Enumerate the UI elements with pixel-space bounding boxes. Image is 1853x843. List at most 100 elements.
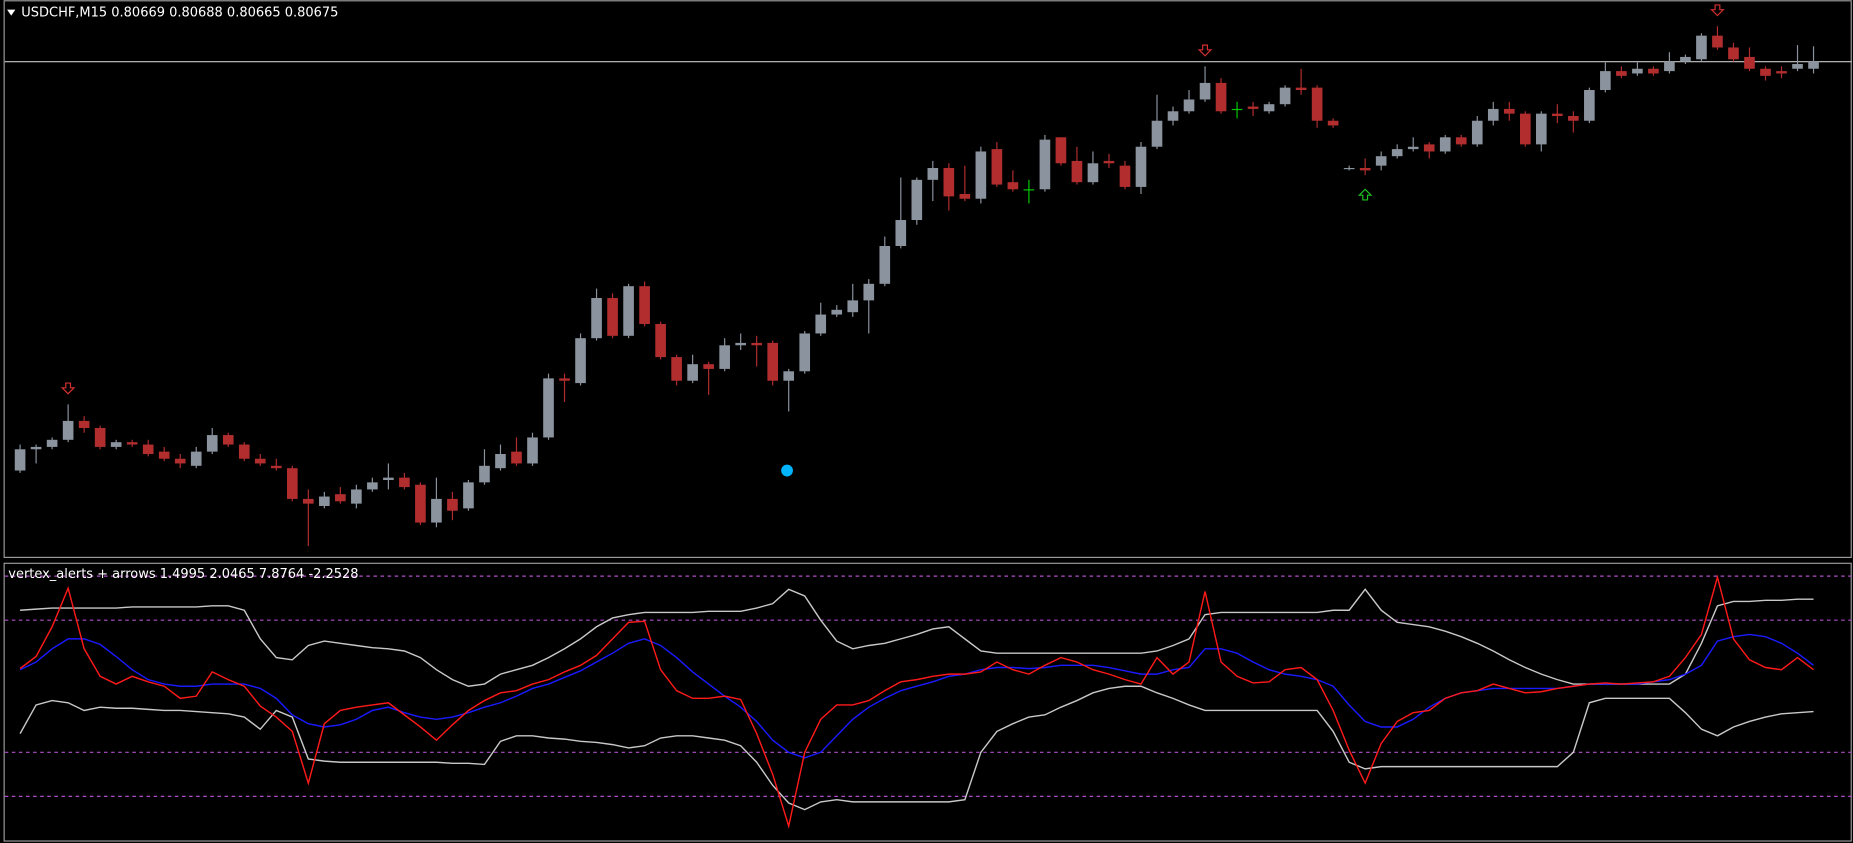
candle-body [639,286,650,325]
candle-body [1439,137,1451,152]
candle-body [1135,146,1147,187]
candle-body [1023,189,1035,191]
candle-body [1327,120,1339,126]
candle-body [1535,113,1547,145]
candle-body [607,298,618,336]
candle-body [1039,139,1051,190]
candle-body [319,496,330,506]
candle-body [655,324,666,358]
candle-body [1167,111,1179,121]
candle-body [1760,68,1771,76]
candle-body [1279,87,1291,105]
candle-body [174,458,186,464]
candle-body [847,300,859,313]
candle-body [559,378,570,381]
candle-body [543,378,554,438]
candle-body [1744,56,1755,69]
candle-body [1215,82,1227,112]
candle-body [751,342,762,346]
candle-body [415,484,426,523]
candle-body [815,314,827,334]
candle-body [1680,56,1691,62]
candle-body [1103,160,1115,164]
candle-body [1600,71,1611,91]
candle-body [1375,156,1387,166]
candle-body [1231,108,1243,111]
menu-triangle[interactable] [7,9,16,16]
candle-body [943,168,955,197]
candle-body [1055,137,1067,164]
candle-body [703,364,714,369]
candle-body [270,465,282,469]
candle-body [831,309,843,315]
candle-body [719,345,730,369]
candle-body [895,220,907,247]
indicator-panel-frame [3,562,1852,842]
candle-body [190,451,202,466]
candle-body [1263,104,1275,112]
price-panel-frame [3,0,1852,558]
candle-body [1696,35,1707,60]
candle-body [767,342,779,381]
candle-body [1519,113,1531,145]
candle-body [1071,160,1083,183]
candle-body [303,498,314,504]
candle-body [575,338,586,384]
candle-body [286,468,298,499]
candle-body [1776,71,1787,74]
candle-body [1119,165,1131,187]
candle-body [1648,68,1659,74]
candle-body [431,498,442,523]
candle-body [799,333,811,372]
candle-body [142,444,154,454]
candle-body [158,451,170,459]
chart-title: USDCHF,M15 0.80669 0.80688 0.80665 0.806… [21,6,338,21]
candle-body [1584,90,1595,121]
candle-body [447,498,458,511]
candle-body [126,442,138,445]
candle-body [959,194,971,199]
candle-body [1007,182,1019,190]
candle-body [46,439,58,447]
sell-arrow [1197,44,1213,57]
indicator-line [19,633,1814,759]
indicator-line [19,685,1814,811]
candle-body [1568,116,1579,121]
candle-body [62,420,74,440]
indicator-line [19,574,1814,829]
candle-body [399,477,410,488]
candle-body [623,286,634,336]
candle-body [1295,87,1307,91]
candle-body [206,435,218,452]
cursor-dot [781,464,793,477]
candle-body [1616,71,1627,76]
candle-body [1712,35,1723,48]
candle-body [1503,108,1515,114]
candle-body [1792,64,1803,69]
sell-arrow [1710,4,1725,17]
candle-body [879,246,891,284]
candle-body [687,364,698,381]
candle-body [1728,47,1739,60]
candle-body [527,437,538,464]
candle-body [927,168,939,180]
buy-arrow [1357,188,1373,201]
candle-body [1407,146,1419,150]
candle-body [222,435,234,445]
sell-arrow [60,382,76,395]
candle-body [78,420,90,428]
candle-body [911,179,923,221]
candle-body [1087,163,1099,183]
candle-body [863,283,875,301]
indicator-title: vertex_alerts + arrows 1.4995 2.0465 7.8… [8,567,358,582]
candle-body [1151,120,1163,147]
candle-body [1487,108,1499,121]
candle-body [335,494,346,502]
candle-body [367,482,378,490]
candle-body [735,342,746,346]
candle-body [1247,106,1259,109]
candle-body [591,298,602,339]
candle-body [671,357,682,381]
